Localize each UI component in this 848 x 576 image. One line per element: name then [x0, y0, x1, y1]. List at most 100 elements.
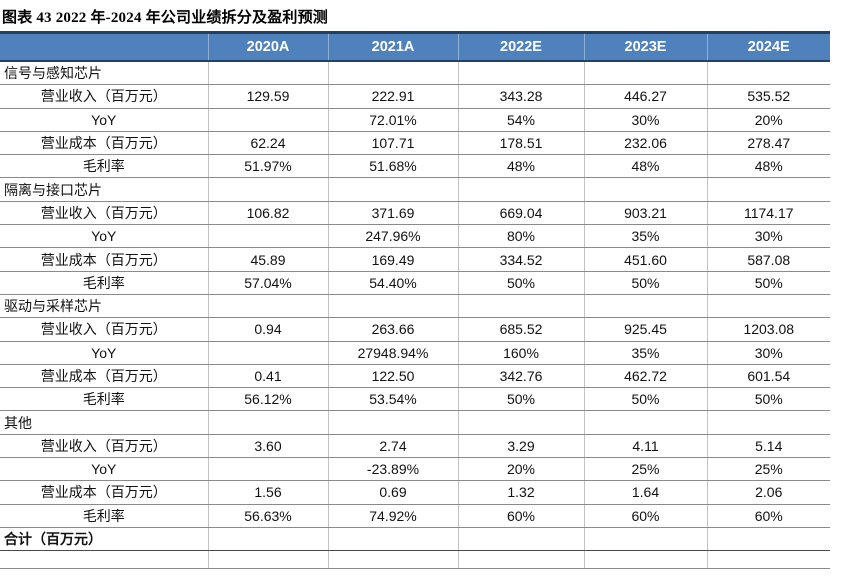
cell-2024E: 278.47 [707, 131, 830, 156]
table-row: YoY -23.89% 20% 25% 25% [0, 457, 830, 482]
table-row: 营业收入（百万元） 3.60 2.74 3.29 4.11 5.14 [0, 434, 830, 459]
cell-2024E: 601.54 [707, 364, 830, 389]
cell-2021A: 2.74 [328, 434, 459, 459]
section-empty-cell [707, 294, 830, 319]
cell-2021A: 51.68% [328, 154, 459, 179]
header-row: 2020A 2021A 2022E 2023E 2024E [0, 31, 830, 62]
section-empty-cell [458, 61, 585, 86]
section-row: 隔离与接口芯片 [0, 177, 830, 202]
cell-2022E: 50% [458, 271, 585, 295]
section-empty-cell [707, 410, 830, 435]
cell-2021A: 169.49 [328, 247, 459, 272]
section-row: 驱动与采样芯片 [0, 294, 830, 319]
cell-2021A: 53.54% [328, 387, 459, 412]
cell-2024E: 48% [707, 154, 830, 179]
cell-2022E: 20% [458, 457, 585, 482]
section-empty-cell [458, 410, 585, 435]
section-label: 驱动与采样芯片 [0, 294, 209, 319]
section-empty-cell [328, 61, 459, 86]
section-label: 合计（百万元） [0, 527, 209, 552]
section-empty-cell [584, 294, 708, 319]
table-row: YoY 27948.94% 160% 35% 30% [0, 341, 830, 365]
cell-2021A: 0.69 [328, 480, 459, 505]
cell-2023E: 462.72 [584, 364, 708, 389]
section-empty-cell [208, 177, 329, 202]
row-label: 营业收入（百万元） [0, 317, 209, 342]
row-label: 营业成本（百万元） [0, 480, 209, 505]
section-empty-cell [584, 527, 708, 552]
partial-empty-cell [0, 550, 209, 570]
cell-2020A: 45.89 [208, 247, 329, 272]
cell-2023E: 50% [584, 387, 708, 412]
cell-2024E: 1174.17 [707, 201, 830, 226]
partial-empty-cell [458, 550, 585, 570]
cell-2020A [208, 108, 329, 132]
cell-2023E: 35% [584, 224, 708, 249]
cell-2022E: 3.29 [458, 434, 585, 459]
figure-title: 图表 43 2022 年-2024 年公司业绩拆分及盈利预测 [2, 10, 328, 26]
partial-empty-cell [584, 550, 708, 570]
section-row: 信号与感知芯片 [0, 61, 830, 86]
section-empty-cell [208, 294, 329, 319]
section-empty-cell [707, 177, 830, 202]
row-label: YoY [0, 457, 209, 482]
cell-2023E: 35% [584, 341, 708, 365]
cell-2022E: 160% [458, 341, 585, 365]
cell-2023E: 4.11 [584, 434, 708, 459]
cell-2020A: 1.56 [208, 480, 329, 505]
cell-2024E: 20% [707, 108, 830, 132]
table-row: YoY 247.96% 80% 35% 30% [0, 224, 830, 249]
cell-2022E: 334.52 [458, 247, 585, 272]
row-label: 毛利率 [0, 387, 209, 412]
cell-2022E: 342.76 [458, 364, 585, 389]
cell-2020A: 106.82 [208, 201, 329, 226]
cell-2022E: 1.32 [458, 480, 585, 505]
cell-2022E: 669.04 [458, 201, 585, 226]
cell-2021A: 247.96% [328, 224, 459, 249]
table-row: 营业收入（百万元） 0.94 263.66 685.52 925.45 1203.08 [0, 317, 830, 342]
partial-empty-cell [328, 550, 459, 570]
cell-2022E: 685.52 [458, 317, 585, 342]
cell-2024E: 30% [707, 341, 830, 365]
table-row: 毛利率 56.12% 53.54% 50% 50% 50% [0, 387, 830, 412]
section-empty-cell [584, 410, 708, 435]
partial-row [0, 550, 830, 570]
cell-2020A: 51.97% [208, 154, 329, 179]
table-row: 毛利率 51.97% 51.68% 48% 48% 48% [0, 154, 830, 179]
row-label: 毛利率 [0, 504, 209, 528]
cell-2022E: 50% [458, 387, 585, 412]
forecast-table: 2020A 2021A 2022E 2023E 2024E 信号与感知芯片 营业收入（百万… [0, 31, 830, 570]
cell-2024E: 25% [707, 457, 830, 482]
table-row: YoY 72.01% 54% 30% 20% [0, 108, 830, 132]
cell-2023E: 232.06 [584, 131, 708, 156]
cell-2020A [208, 457, 329, 482]
cell-2022E: 343.28 [458, 84, 585, 109]
cell-2020A: 0.41 [208, 364, 329, 389]
cell-2023E: 30% [584, 108, 708, 132]
row-label: 毛利率 [0, 154, 209, 179]
section-empty-cell [458, 294, 585, 319]
cell-2020A: 56.12% [208, 387, 329, 412]
cell-2021A: 263.66 [328, 317, 459, 342]
section-empty-cell [458, 527, 585, 552]
cell-2023E: 925.45 [584, 317, 708, 342]
cell-2020A: 129.59 [208, 84, 329, 109]
cell-2024E: 2.06 [707, 480, 830, 505]
partial-empty-cell [208, 550, 329, 570]
row-label: YoY [0, 108, 209, 132]
cell-2021A: 122.50 [328, 364, 459, 389]
partial-empty-cell [707, 550, 830, 570]
cell-2022E: 60% [458, 504, 585, 528]
cell-2024E: 50% [707, 387, 830, 412]
row-label: 营业成本（百万元） [0, 131, 209, 156]
cell-2024E: 60% [707, 504, 830, 528]
section-label: 隔离与接口芯片 [0, 177, 209, 202]
row-label: 营业成本（百万元） [0, 247, 209, 272]
cell-2020A: 3.60 [208, 434, 329, 459]
cell-2024E: 535.52 [707, 84, 830, 109]
cell-2020A [208, 224, 329, 249]
cell-2023E: 25% [584, 457, 708, 482]
cell-2024E: 30% [707, 224, 830, 249]
section-empty-cell [208, 527, 329, 552]
